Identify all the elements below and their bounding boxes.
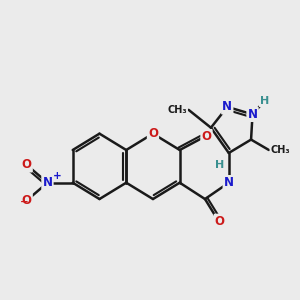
Text: CH₃: CH₃ [270, 145, 290, 155]
Text: N: N [224, 176, 234, 189]
Text: O: O [202, 130, 212, 143]
Text: O: O [215, 215, 225, 228]
Text: N: N [43, 176, 52, 189]
Text: −: − [20, 197, 29, 207]
Text: H: H [260, 96, 269, 106]
Text: O: O [22, 158, 32, 171]
Text: +: + [52, 171, 61, 181]
Text: O: O [148, 127, 158, 140]
Text: CH₃: CH₃ [167, 105, 187, 115]
Text: N: N [222, 100, 232, 113]
Text: O: O [22, 194, 32, 207]
Text: N: N [248, 108, 257, 121]
Text: H: H [215, 160, 224, 170]
